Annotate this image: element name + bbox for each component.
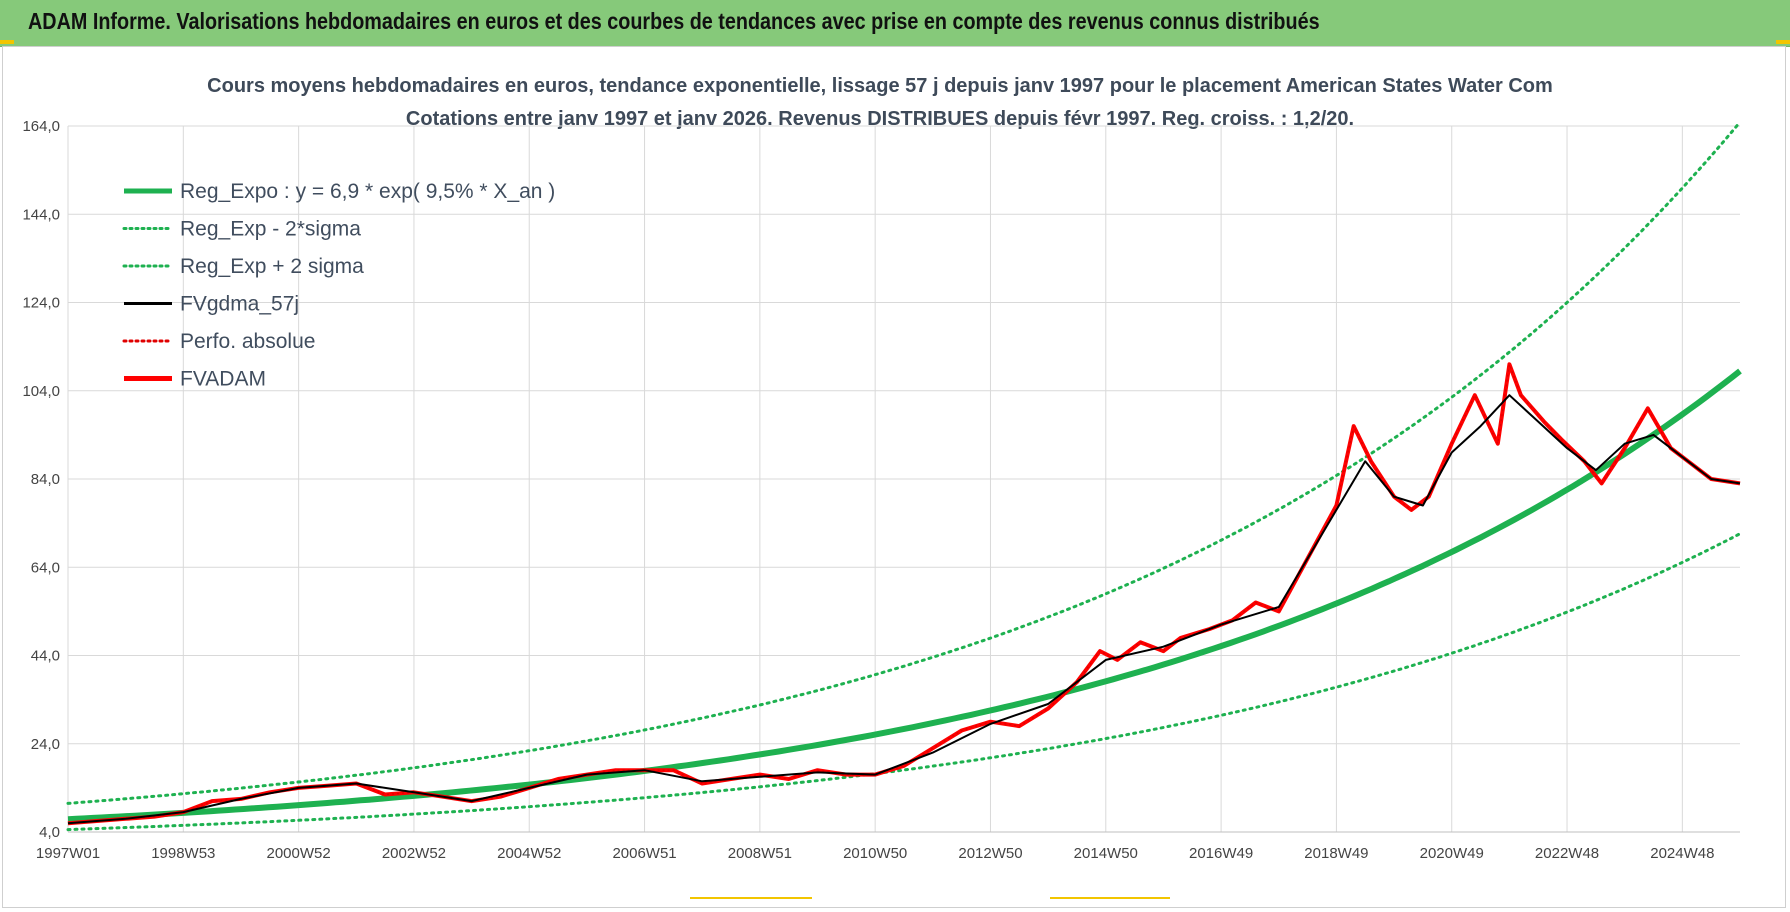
- trend-regression-line: [67, 368, 1742, 823]
- trend-lower-band: [66, 532, 1742, 832]
- bottom-accent-2: [1050, 897, 1170, 899]
- x-tick-label: 2010W50: [843, 845, 907, 862]
- axis-layer: 4,0 24,0 44,0 64,0 84,0 104,0 124,0 144,0 164,0 1…: [22, 118, 1740, 862]
- trend-upper-band: [66, 120, 1742, 805]
- x-tick-label: 1998W53: [151, 845, 215, 862]
- x-tick-label: 2002W52: [382, 845, 446, 862]
- y-tick-label: 144,0: [22, 206, 60, 223]
- legend-label: Perfo. absolue: [180, 330, 315, 353]
- y-tick-label: 64,0: [31, 559, 60, 576]
- series-perfo-absolue: [67, 364, 1741, 824]
- y-tick-label: 164,0: [22, 118, 60, 135]
- x-tick-label: 2020W49: [1420, 845, 1484, 862]
- bottom-accent-1: [690, 897, 812, 899]
- x-tick-label: 2024W48: [1650, 845, 1714, 862]
- legend-label: FVADAM: [180, 368, 266, 391]
- chart-subtitle: Cotations entre janv 1997 et janv 2026. …: [406, 108, 1354, 130]
- x-tick-label: 2018W49: [1304, 845, 1368, 862]
- series-fvadam: [67, 362, 1741, 826]
- chart-frame: [2, 46, 1786, 908]
- legend-label: FVgdma_57j: [180, 293, 299, 316]
- x-tick-label: 2012W50: [958, 845, 1022, 862]
- y-tick-label: 4,0: [39, 824, 60, 841]
- series-fvgdma-57j: [67, 394, 1741, 825]
- grid: [67, 125, 1740, 833]
- corner-accent-left: [0, 40, 14, 44]
- legend-label: Reg_Expo : y = 6,9 * exp( 9,5% * X_an ): [180, 180, 555, 203]
- x-tick-label: 2004W52: [497, 845, 561, 862]
- legend: Reg_Expo : y = 6,9 * exp( 9,5% * X_an ) R…: [122, 180, 555, 391]
- x-tick-label: 2014W50: [1074, 845, 1138, 862]
- legend-label: Reg_Exp - 2*sigma: [180, 218, 361, 241]
- x-tick-label: 2006W51: [612, 845, 676, 862]
- page-title: ADAM Informe. Valorisations hebdomadaire…: [28, 8, 1320, 34]
- corner-accent-right: [1776, 40, 1790, 44]
- y-tick-label: 44,0: [31, 648, 60, 665]
- legend-label: Reg_Exp + 2 sigma: [180, 255, 364, 278]
- y-tick-label: 104,0: [22, 383, 60, 400]
- x-tick-label: 2016W49: [1189, 845, 1253, 862]
- chart-title: Cours moyens hebdomadaires en euros, ten…: [207, 75, 1553, 97]
- y-tick-label: 124,0: [22, 295, 60, 312]
- x-tick-label: 2022W48: [1535, 845, 1599, 862]
- header-bar: ADAM Informe. Valorisations hebdomadaire…: [0, 0, 1790, 47]
- x-tick-label: 2008W51: [728, 845, 792, 862]
- x-tick-label: 2000W52: [267, 845, 331, 862]
- y-tick-label: 24,0: [31, 736, 60, 753]
- series-layer: [66, 120, 1742, 832]
- y-tick-label: 84,0: [31, 471, 60, 488]
- x-tick-label: 1997W01: [36, 845, 100, 862]
